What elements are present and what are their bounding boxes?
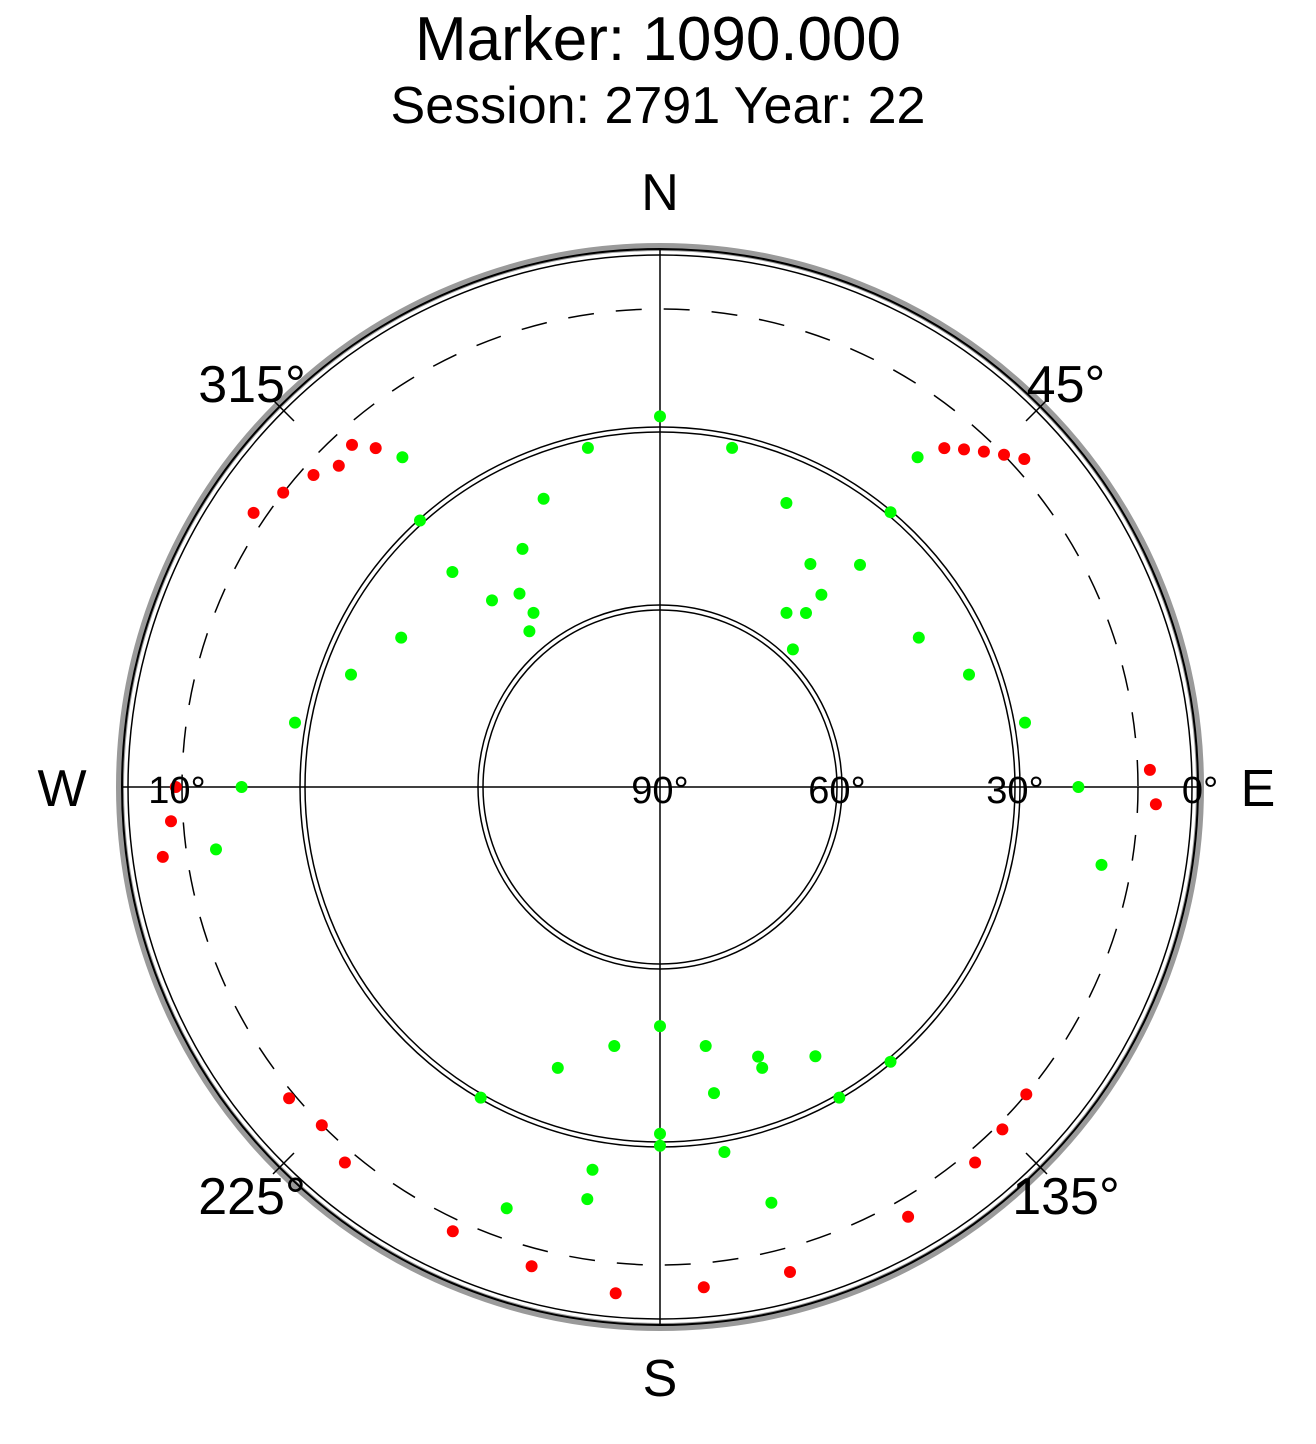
data-point-1-11: [1143, 763, 1156, 776]
chart-title: Marker: 1090.000: [415, 5, 901, 74]
data-point-0-7: [780, 497, 793, 509]
data-point-0-30: [1095, 858, 1108, 871]
elevation-label-60: 60°: [808, 770, 865, 812]
data-point-1-15: [156, 850, 169, 863]
elevation-label-0: 0°: [1182, 770, 1218, 812]
data-point-0-20: [780, 606, 793, 619]
data-point-1-16: [315, 1119, 328, 1132]
data-point-0-0: [523, 625, 536, 638]
data-point-0-14: [486, 594, 498, 607]
data-point-0-27: [963, 668, 975, 681]
data-point-0-44: [500, 1202, 513, 1215]
data-point-0-41: [752, 1050, 765, 1063]
elevation-label-90: 90°: [631, 770, 688, 812]
azimuth-label-135: 135°: [1012, 1168, 1120, 1226]
data-point-1-10: [938, 442, 951, 455]
data-point-1-5: [346, 438, 358, 451]
horizon-ring-shadow: [116, 243, 1204, 1331]
data-point-0-26: [912, 631, 925, 644]
data-point-0-18: [854, 558, 866, 571]
data-point-0-19: [815, 588, 828, 601]
data-point-0-13: [446, 566, 459, 578]
data-point-0-21: [395, 631, 408, 644]
data-point-0-29: [1072, 781, 1085, 793]
azimuth-label-315: 315°: [198, 356, 306, 414]
data-point-0-15: [527, 606, 540, 619]
data-point-0-48: [765, 1196, 778, 1209]
data-point-1-20: [969, 1156, 982, 1169]
data-point-1-18: [283, 1092, 296, 1105]
data-point-0-10: [786, 643, 799, 656]
data-point-1-26: [902, 1210, 915, 1223]
data-point-0-31: [474, 1091, 487, 1104]
data-point-1-3: [247, 506, 260, 519]
data-point-0-16: [911, 451, 924, 464]
data-point-1-7: [977, 445, 990, 458]
data-point-0-12: [414, 514, 426, 527]
tick-315: [272, 399, 295, 422]
data-point-1-2: [277, 486, 290, 499]
data-point-0-4: [581, 441, 594, 454]
data-point-1-25: [784, 1266, 796, 1278]
label-south: S: [643, 1350, 678, 1408]
azimuth-label-45: 45°: [1027, 356, 1106, 414]
label-west: W: [37, 760, 86, 818]
data-point-0-9: [800, 607, 812, 619]
data-point-1-4: [369, 442, 382, 455]
data-point-1-27: [446, 1225, 459, 1238]
data-point-0-2: [516, 542, 529, 555]
data-point-0-5: [654, 410, 666, 423]
data-point-1-6: [958, 443, 970, 456]
data-point-1-19: [996, 1123, 1009, 1136]
data-point-0-39: [654, 1139, 666, 1152]
data-point-0-33: [608, 1040, 621, 1052]
data-point-0-43: [884, 1055, 897, 1068]
data-point-0-38: [581, 1193, 594, 1206]
label-north: N: [641, 164, 679, 222]
data-point-1-14: [165, 815, 177, 828]
data-point-1-23: [609, 1287, 622, 1300]
tick-225: [272, 1152, 295, 1175]
elevation-label-10: 10°: [148, 770, 205, 812]
data-point-1-1: [307, 469, 320, 481]
data-point-1-9: [1018, 453, 1031, 465]
data-point-0-22: [345, 668, 357, 681]
data-point-0-46: [654, 1127, 666, 1140]
data-point-0-17: [884, 506, 897, 519]
data-point-0-11: [396, 451, 409, 464]
data-point-0-47: [718, 1146, 731, 1158]
points-layer: [156, 410, 1162, 1300]
data-point-1-22: [697, 1281, 710, 1294]
data-point-0-6: [726, 441, 739, 454]
label-east: E: [1241, 760, 1276, 818]
data-point-0-32: [551, 1061, 564, 1074]
tick-45: [1025, 399, 1048, 422]
data-point-0-3: [537, 492, 550, 505]
data-point-0-28: [1019, 716, 1031, 729]
data-point-0-35: [699, 1040, 712, 1052]
data-point-0-34: [654, 1020, 666, 1033]
azimuth-label-225: 225°: [198, 1168, 306, 1226]
data-point-0-23: [289, 716, 301, 729]
data-point-0-45: [586, 1163, 599, 1176]
chart-subtitle: Session: 2791 Year: 22: [390, 77, 926, 135]
data-point-0-42: [809, 1050, 822, 1063]
data-point-1-17: [338, 1156, 351, 1169]
data-point-0-40: [708, 1087, 720, 1100]
data-point-0-24: [235, 781, 248, 793]
data-point-0-36: [756, 1061, 769, 1074]
data-point-0-37: [833, 1091, 846, 1104]
data-point-0-8: [804, 558, 817, 570]
data-point-0-25: [210, 843, 222, 856]
data-point-1-21: [1020, 1088, 1033, 1101]
data-point-1-13: [169, 781, 182, 793]
data-point-0-1: [513, 587, 526, 600]
tick-135: [1025, 1152, 1048, 1175]
data-point-1-24: [525, 1260, 538, 1273]
elevation-label-30: 30°: [986, 770, 1043, 812]
data-point-1-8: [998, 448, 1010, 461]
data-point-1-0: [332, 459, 345, 472]
data-point-1-12: [1149, 798, 1162, 811]
